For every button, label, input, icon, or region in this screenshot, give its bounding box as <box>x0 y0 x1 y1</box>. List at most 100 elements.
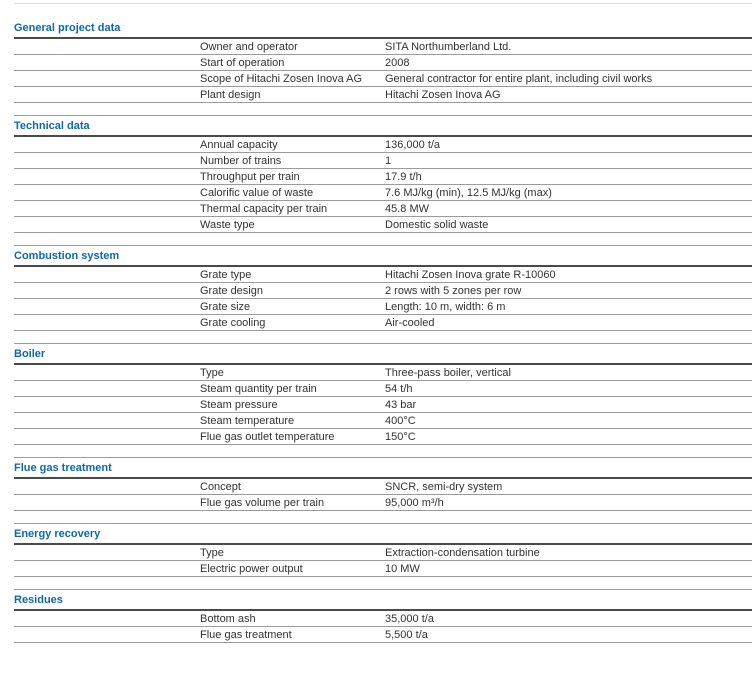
spec-value: SITA Northumberland Ltd. <box>385 40 512 53</box>
section-title: Flue gas treatment <box>14 462 112 474</box>
table-row: Steam temperature 400°C <box>14 413 752 429</box>
spec-value: Hitachi Zosen Inova grate R-10060 <box>385 268 556 281</box>
spec-label: Grate type <box>200 268 252 281</box>
table-row: Bottom ash 35,000 t/a <box>14 611 752 627</box>
table-row: Plant design Hitachi Zosen Inova AG <box>14 87 752 103</box>
table-row: Number of trains 1 <box>14 153 752 169</box>
spec-label: Steam temperature <box>200 414 295 427</box>
table-row: Start of operation 2008 <box>14 55 752 71</box>
spec-value: Three-pass boiler, vertical <box>385 366 511 379</box>
spec-label: Plant design <box>200 88 261 101</box>
section-divider <box>14 245 752 246</box>
heading-underline <box>14 135 752 137</box>
spec-value: 17.9 t/h <box>385 170 422 183</box>
table-row: Grate type Hitachi Zosen Inova grate R-1… <box>14 267 752 283</box>
section-combustion-system: Combustion system Grate type Hitachi Zos… <box>14 245 752 331</box>
table-row: Scope of Hitachi Zosen Inova AG General … <box>14 71 752 87</box>
section-title: Boiler <box>14 348 46 360</box>
spec-label: Flue gas treatment <box>200 628 292 641</box>
section-divider <box>14 589 752 590</box>
table-row: Concept SNCR, semi-dry system <box>14 479 752 495</box>
spec-value: Hitachi Zosen Inova AG <box>385 88 501 101</box>
table-row: Flue gas volume per train 95,000 m³/h <box>14 495 752 511</box>
spec-label: Concept <box>200 480 241 493</box>
table-row: Flue gas outlet temperature 150°C <box>14 429 752 445</box>
spec-value: 7.6 MJ/kg (min), 12.5 MJ/kg (max) <box>385 186 552 199</box>
section-divider <box>14 343 752 344</box>
table-row: Type Three-pass boiler, vertical <box>14 365 752 381</box>
spec-value: 400°C <box>385 414 416 427</box>
section-general-project-data: General project data Owner and operator … <box>14 23 752 103</box>
table-row: Electric power output 10 MW <box>14 561 752 577</box>
table-row: Steam quantity per train 54 t/h <box>14 381 752 397</box>
spec-value: SNCR, semi-dry system <box>385 480 503 493</box>
spec-label: Bottom ash <box>200 612 256 625</box>
spec-value: Extraction-condensation turbine <box>385 546 540 559</box>
spec-label: Flue gas volume per train <box>200 496 325 509</box>
spec-label: Grate design <box>200 284 263 297</box>
spec-value: 43 bar <box>385 398 417 411</box>
table-row: Waste type Domestic solid waste <box>14 217 752 233</box>
spec-value: 10 MW <box>385 562 420 575</box>
spec-label: Thermal capacity per train <box>200 202 328 215</box>
spec-label: Grate size <box>200 300 251 313</box>
heading-underline <box>14 363 752 365</box>
spec-value: General contractor for entire plant, inc… <box>385 72 653 85</box>
spec-value: 2 rows with 5 zones per row <box>385 284 522 297</box>
table-row: Grate cooling Air-cooled <box>14 315 752 331</box>
datasheet-page: General project data Owner and operator … <box>0 3 752 643</box>
table-row: Grate design 2 rows with 5 zones per row <box>14 283 752 299</box>
spec-label: Scope of Hitachi Zosen Inova AG <box>200 72 363 85</box>
heading-underline <box>14 265 752 267</box>
table-row: Owner and operator SITA Northumberland L… <box>14 39 752 55</box>
table-row: Type Extraction-condensation turbine <box>14 545 752 561</box>
spec-label: Waste type <box>200 218 255 231</box>
section-technical-data: Technical data Annual capacity 136,000 t… <box>14 115 752 233</box>
spec-value: 136,000 t/a <box>385 138 441 151</box>
spec-value: 95,000 m³/h <box>385 496 444 509</box>
spec-value: 45.8 MW <box>385 202 430 215</box>
section-energy-recovery: Energy recovery Type Extraction-condensa… <box>14 523 752 577</box>
section-residues: Residues Bottom ash 35,000 t/a Flue gas … <box>14 589 752 643</box>
section-divider <box>14 115 752 116</box>
heading-underline <box>14 37 752 39</box>
section-title: Residues <box>14 594 63 606</box>
spec-label: Start of operation <box>200 56 285 69</box>
spec-label: Owner and operator <box>200 40 298 53</box>
spec-label: Flue gas outlet temperature <box>200 430 335 443</box>
spec-value: 5,500 t/a <box>385 628 428 641</box>
table-row: Thermal capacity per train 45.8 MW <box>14 201 752 217</box>
spec-label: Grate cooling <box>200 316 266 329</box>
spec-label: Type <box>200 546 224 559</box>
spec-label: Throughput per train <box>200 170 300 183</box>
section-boiler: Boiler Type Three-pass boiler, vertical … <box>14 343 752 445</box>
spec-value: 35,000 t/a <box>385 612 434 625</box>
section-title: General project data <box>14 22 121 34</box>
spec-label: Steam pressure <box>200 398 278 411</box>
spec-value: Length: 10 m, width: 6 m <box>385 300 506 313</box>
section-divider <box>14 457 752 458</box>
page-top-divider <box>14 3 752 4</box>
spec-value: Domestic solid waste <box>385 218 489 231</box>
table-row: Annual capacity 136,000 t/a <box>14 137 752 153</box>
table-row: Steam pressure 43 bar <box>14 397 752 413</box>
spec-value: 2008 <box>385 56 410 69</box>
section-title: Technical data <box>14 120 90 132</box>
section-flue-gas-treatment: Flue gas treatment Concept SNCR, semi-dr… <box>14 457 752 511</box>
spec-label: Annual capacity <box>200 138 278 151</box>
spec-label: Electric power output <box>200 562 303 575</box>
section-title: Energy recovery <box>14 528 101 540</box>
spec-value: 150°C <box>385 430 416 443</box>
spec-value: 54 t/h <box>385 382 413 395</box>
heading-underline <box>14 477 752 479</box>
spec-label: Calorific value of waste <box>200 186 314 199</box>
section-divider <box>14 523 752 524</box>
spec-label: Number of trains <box>200 154 282 167</box>
spec-label: Steam quantity per train <box>200 382 317 395</box>
spec-label: Type <box>200 366 224 379</box>
spec-value: Air-cooled <box>385 316 435 329</box>
table-row: Calorific value of waste 7.6 MJ/kg (min)… <box>14 185 752 201</box>
table-row: Flue gas treatment 5,500 t/a <box>14 627 752 643</box>
table-row: Throughput per train 17.9 t/h <box>14 169 752 185</box>
heading-underline <box>14 543 752 545</box>
